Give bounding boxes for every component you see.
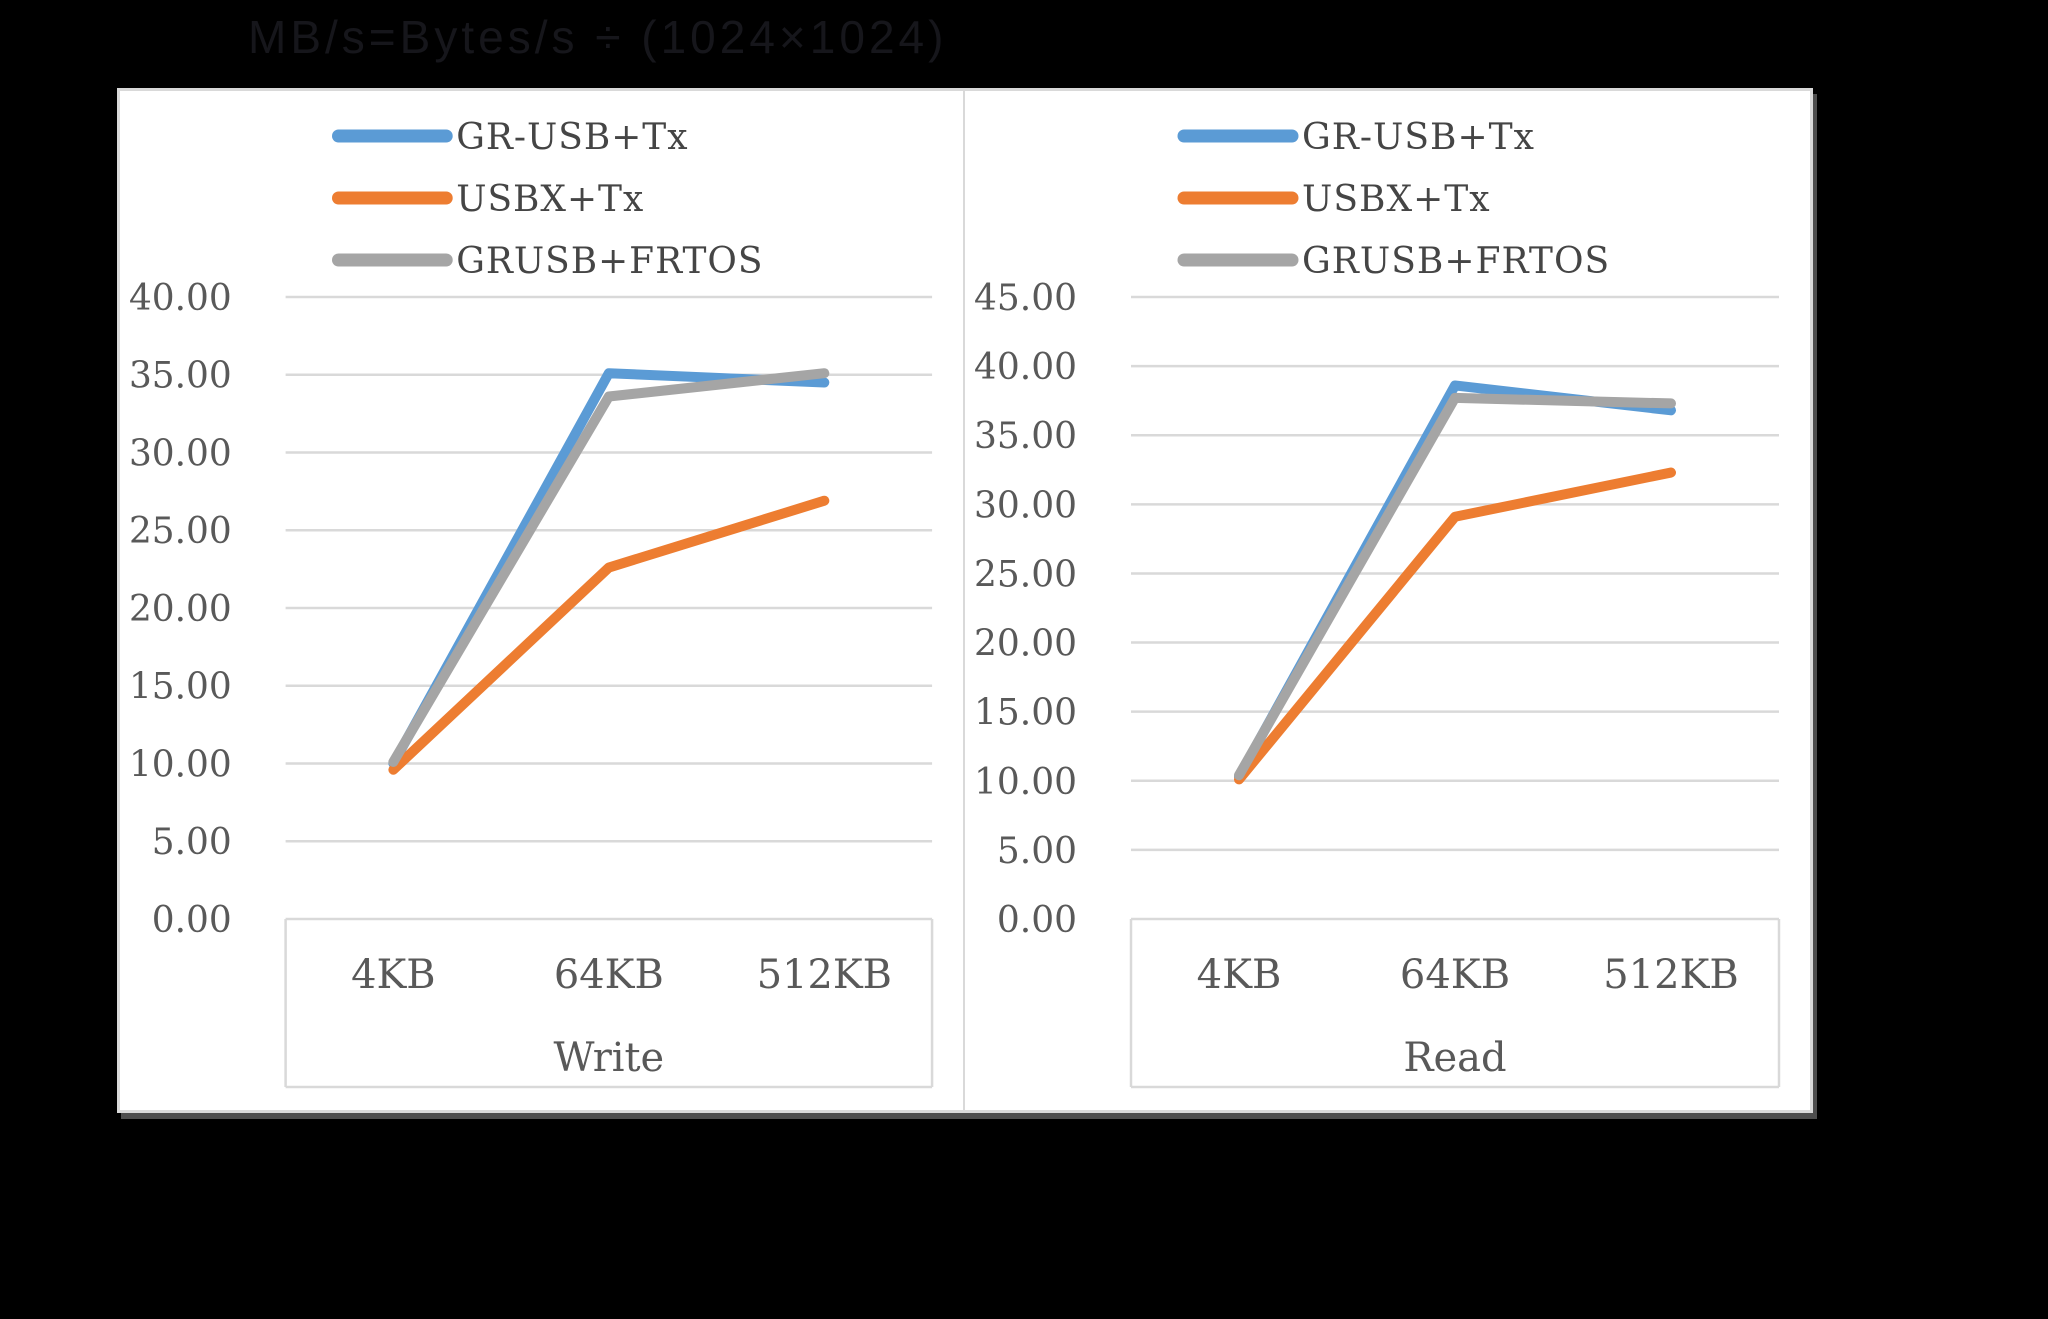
legend-label-usbx-tx: USBX+Tx [456, 179, 644, 220]
y-tick-label-25: 25.00 [129, 511, 232, 552]
y-tick-label-20: 20.00 [129, 589, 232, 630]
chart-title: MB/s=Bytes/s ÷ (1024×1024) [248, 11, 948, 63]
y-tick-label-0: 0.00 [997, 900, 1077, 941]
read-chart: 0.00 5.00 10.00 15.00 20.00 25.00 30.00 35.00 40… [965, 91, 1810, 1110]
legend-label-gr-usb-tx: GR-USB+Tx [1302, 117, 1535, 158]
legend-label-usbx-tx: USBX+Tx [1302, 179, 1491, 220]
series-line-grusb-frtos [388, 368, 830, 767]
category-label-512kb: 512KB [1603, 952, 1739, 998]
read-legend: GR-USB+Tx USBX+Tx GRUSB+FRTOS [1177, 117, 1610, 282]
y-tick-label-5: 5.00 [997, 831, 1077, 872]
legend-label-gr-usb-tx: GR-USB+Tx [456, 117, 688, 158]
category-label-4kb: 4KB [1197, 952, 1282, 998]
y-tick-label-5: 5.00 [152, 822, 232, 863]
chart-panel: 0.00 5.00 10.00 15.00 20.00 25.00 30.00 35.00 40… [117, 88, 1813, 1113]
y-tick-label-35: 35.00 [974, 416, 1077, 457]
series-line-usbx-tx [1234, 467, 1676, 785]
write-axis-box [284, 917, 934, 1089]
write-category-labels: 4KB 64KB 512KB [351, 952, 892, 998]
read-y-tick-labels: 0.00 5.00 10.00 15.00 20.00 25.00 30.00 35.00 40… [974, 278, 1077, 941]
read-category-labels: 4KB 64KB 512KB [1197, 952, 1739, 998]
write-group-label: Write [553, 1035, 664, 1081]
y-tick-label-45: 45.00 [974, 278, 1077, 319]
category-label-512kb: 512KB [757, 952, 892, 998]
category-label-4kb: 4KB [351, 952, 436, 998]
category-label-64kb: 64KB [554, 952, 664, 998]
read-gridlines [1131, 295, 1779, 852]
read-axis-box [1129, 917, 1781, 1089]
y-tick-label-10: 10.00 [129, 744, 232, 785]
y-tick-label-40: 40.00 [974, 347, 1077, 388]
y-tick-label-40: 40.00 [129, 278, 232, 319]
y-tick-label-10: 10.00 [974, 762, 1077, 803]
read-series-lines [1234, 380, 1676, 785]
category-label-64kb: 64KB [1400, 952, 1510, 998]
series-line-gr-usb-tx [1234, 380, 1676, 782]
legend-label-grusb-frtos: GRUSB+FRTOS [456, 241, 763, 282]
write-y-tick-labels: 0.00 5.00 10.00 15.00 20.00 25.00 30.00 35.00 40… [129, 278, 232, 941]
write-legend: GR-USB+Tx USBX+Tx GRUSB+FRTOS [331, 117, 763, 282]
y-tick-label-30: 30.00 [129, 433, 232, 474]
y-tick-label-15: 15.00 [129, 667, 232, 708]
series-line-usbx-tx [388, 495, 830, 775]
write-chart-plot: 0.00 5.00 10.00 15.00 20.00 25.00 30.00 35.00 40… [129, 117, 934, 1089]
legend-label-grusb-frtos: GRUSB+FRTOS [1302, 241, 1610, 282]
read-group-label: Read [1403, 1035, 1506, 1081]
read-chart-plot: 0.00 5.00 10.00 15.00 20.00 25.00 30.00 35.00 40… [974, 117, 1781, 1089]
write-series-lines [388, 368, 830, 775]
y-tick-label-30: 30.00 [974, 485, 1077, 526]
y-tick-label-20: 20.00 [974, 624, 1077, 665]
y-tick-label-35: 35.00 [129, 356, 232, 397]
y-tick-label-15: 15.00 [974, 693, 1077, 734]
series-line-grusb-frtos [1234, 392, 1676, 781]
write-chart: 0.00 5.00 10.00 15.00 20.00 25.00 30.00 35.00 40… [120, 91, 965, 1110]
y-tick-label-25: 25.00 [974, 554, 1077, 595]
y-tick-label-0: 0.00 [152, 900, 232, 941]
